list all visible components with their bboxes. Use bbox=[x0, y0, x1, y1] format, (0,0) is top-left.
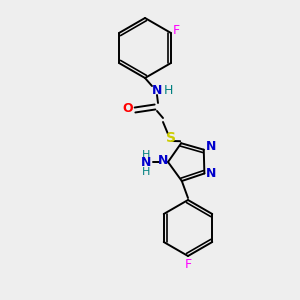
Text: N: N bbox=[152, 83, 162, 97]
Text: N: N bbox=[206, 140, 216, 153]
Text: O: O bbox=[123, 103, 133, 116]
Text: N: N bbox=[158, 154, 168, 166]
Text: S: S bbox=[166, 131, 176, 145]
Text: H: H bbox=[142, 167, 150, 177]
Text: F: F bbox=[184, 257, 192, 271]
Text: N: N bbox=[141, 157, 151, 169]
Text: F: F bbox=[172, 23, 179, 37]
Text: H: H bbox=[142, 150, 150, 160]
Text: H: H bbox=[163, 83, 173, 97]
Text: N: N bbox=[206, 167, 217, 180]
